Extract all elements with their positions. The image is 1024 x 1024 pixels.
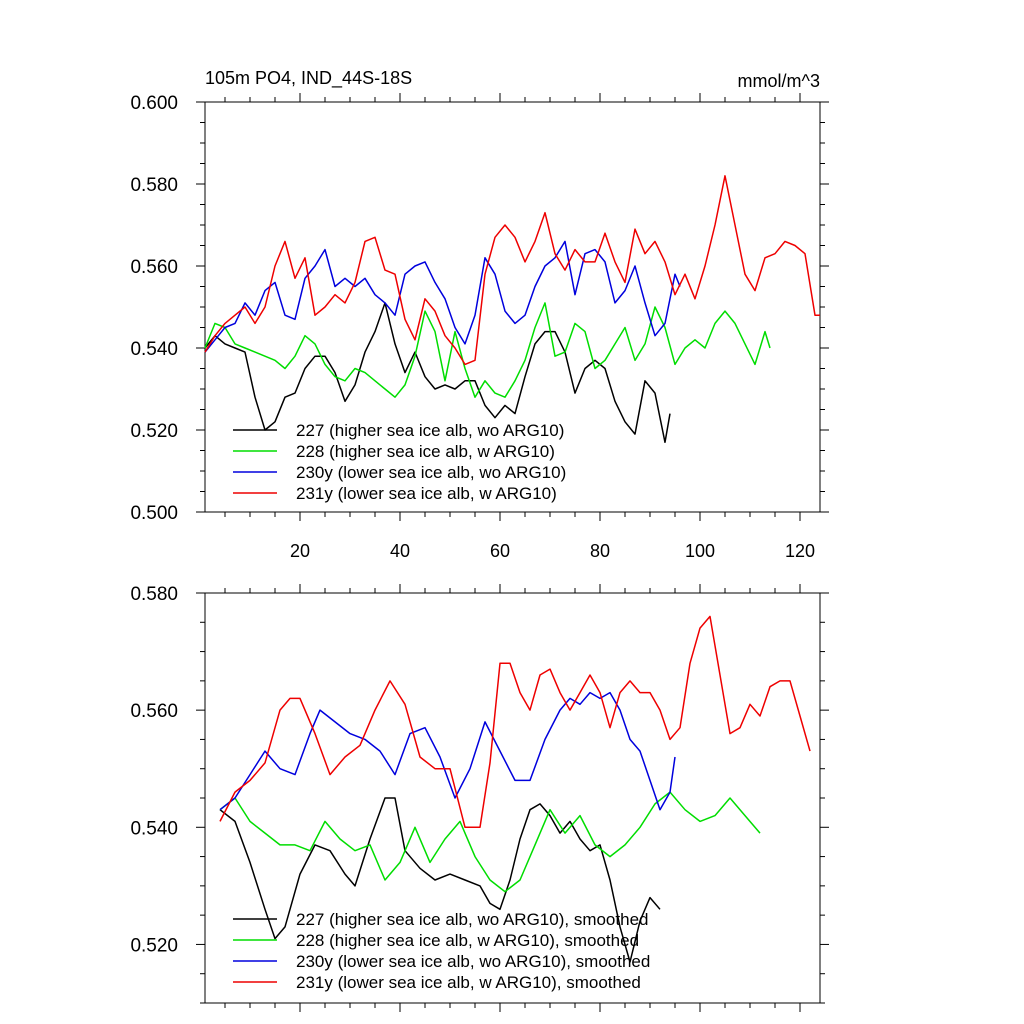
panel-top: 20 40 60 80 100 120 0.500 0.520 0.540 0.560 0.580 0…: [130, 93, 829, 561]
y-tick-label: 0.520: [130, 421, 178, 442]
x-tick-label: 20: [290, 541, 310, 561]
figure-title: 105m PO4, IND_44S-18S: [205, 68, 412, 89]
legend-label: 228 (higher sea ice alb, w ARG10), smoot…: [296, 931, 639, 950]
x-tick-label: 80: [590, 541, 610, 561]
series-line-2: [204, 302, 771, 398]
series-line-3: [204, 240, 681, 353]
y-tick-label: 0.560: [130, 701, 178, 722]
y-tick-label: 0.560: [130, 257, 178, 278]
series-line-2: [219, 791, 761, 893]
legend-label: 230y (lower sea ice alb, wo ARG10), smoo…: [296, 952, 650, 971]
legend-label: 227 (higher sea ice alb, wo ARG10): [296, 421, 564, 440]
x-tick-label: 60: [490, 541, 510, 561]
panel-bottom: 0.520 0.540 0.560 0.580 227 (higher sea ice …: [130, 584, 829, 1012]
series-line-1: [219, 797, 661, 963]
series-line-4: [219, 615, 811, 829]
legend-label: 230y (lower sea ice alb, wo ARG10): [296, 463, 566, 482]
y-tick-label: 0.520: [130, 935, 178, 956]
x-tick-label: 120: [785, 541, 815, 561]
legend-label: 231y (lower sea ice alb, w ARG10): [296, 484, 557, 503]
y-tick-label: 0.500: [130, 503, 178, 524]
y-tick-label: 0.580: [130, 175, 178, 196]
legend-label: 227 (higher sea ice alb, wo ARG10), smoo…: [296, 910, 648, 929]
legend-label: 228 (higher sea ice alb, w ARG10): [296, 442, 555, 461]
series-line-3: [219, 691, 676, 811]
x-tick-label: 100: [685, 541, 715, 561]
x-tick-label: 40: [390, 541, 410, 561]
y-tick-label: 0.540: [130, 818, 178, 839]
series-line-4: [204, 175, 820, 366]
y-tick-label: 0.580: [130, 584, 178, 605]
y-tick-label: 0.600: [130, 93, 178, 114]
series-line-1: [204, 302, 671, 444]
units-label: mmol/m^3: [738, 71, 820, 91]
legend-label: 231y (lower sea ice alb, w ARG10), smoot…: [296, 973, 641, 992]
y-tick-label: 0.540: [130, 339, 178, 360]
